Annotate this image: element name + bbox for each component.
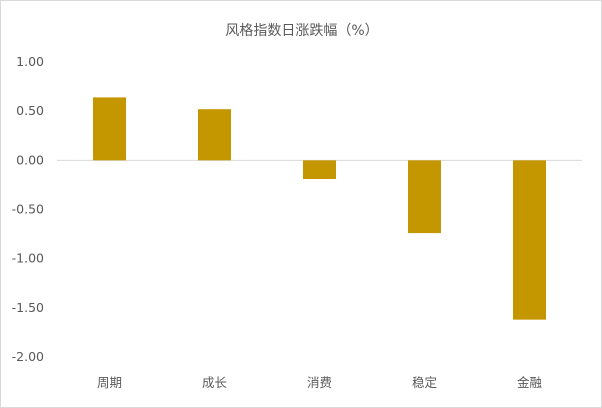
x-category-label: 金融 (517, 375, 543, 390)
x-category-label: 消费 (307, 375, 332, 390)
y-tick-label: -1.00 (12, 251, 44, 266)
y-tick-label: -0.50 (12, 202, 44, 217)
y-tick-label: 1.00 (16, 54, 44, 69)
bar-3 (303, 160, 336, 180)
x-category-label: 周期 (97, 375, 122, 390)
bar-5 (513, 160, 546, 320)
y-tick-label: 0.50 (16, 103, 44, 118)
bar-1 (93, 97, 126, 161)
y-tick-label: -2.00 (12, 349, 44, 364)
y-tick-label: 0.00 (16, 152, 44, 167)
y-tick-label: -1.50 (12, 300, 44, 315)
x-category-label: 成长 (202, 375, 228, 390)
x-category-label: 稳定 (412, 375, 437, 390)
chart-title: 风格指数日涨跌幅（%） (225, 23, 379, 39)
bar-4 (408, 160, 441, 234)
bar-2 (198, 109, 231, 161)
